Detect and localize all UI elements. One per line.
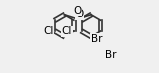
Text: Br: Br: [105, 50, 116, 60]
Text: O: O: [74, 6, 82, 16]
Text: Br: Br: [91, 34, 102, 44]
Text: Cl: Cl: [43, 26, 54, 36]
Text: O: O: [75, 9, 84, 19]
Text: Cl: Cl: [62, 26, 72, 36]
